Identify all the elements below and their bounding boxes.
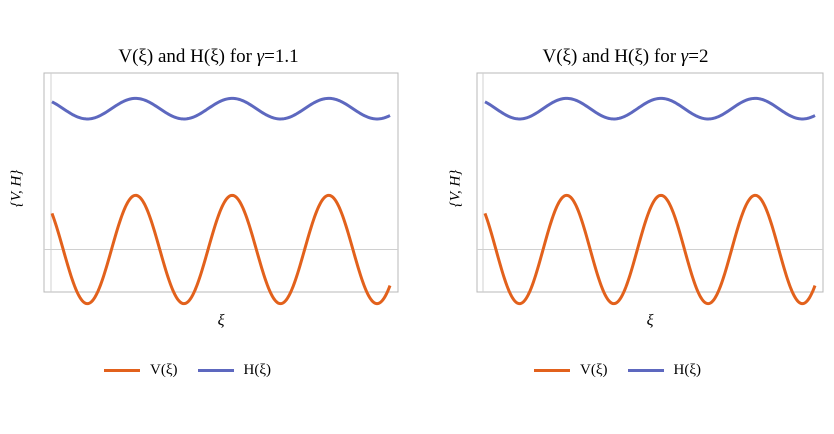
legend-label-h: H(ξ) xyxy=(673,361,702,378)
legend-item-v: V(ξ) xyxy=(104,362,178,379)
plot-frame xyxy=(43,72,399,293)
legend-label-h: H(ξ) xyxy=(243,361,272,378)
plot-frame xyxy=(476,72,824,293)
series-line-h xyxy=(51,96,391,121)
legend-label-v: V(ξ) xyxy=(580,361,608,378)
legend-label-v: V(ξ) xyxy=(150,361,178,378)
title-symbol: γ xyxy=(256,46,265,67)
legend-swatch-v xyxy=(534,368,570,372)
legend-item-h: H(ξ) xyxy=(627,361,702,379)
x-axis-label: ξ xyxy=(217,312,225,329)
legend: V(ξ) H(ξ) xyxy=(534,360,721,380)
chart-title: V(ξ) and H(ξ) for γ=1.1 xyxy=(0,46,417,68)
legend: V(ξ) H(ξ) xyxy=(104,360,291,380)
series-line-v xyxy=(50,193,392,306)
plot-area xyxy=(476,72,824,306)
legend-item-h: H(ξ) xyxy=(197,361,272,379)
legend-swatch-h xyxy=(197,368,234,372)
legend-swatch-h xyxy=(627,368,664,372)
plot-area xyxy=(43,72,399,306)
title-prefix: V(ξ) and H(ξ) for xyxy=(542,46,681,67)
title-suffix: =2 xyxy=(688,46,709,67)
chart-title: V(ξ) and H(ξ) for γ=2 xyxy=(417,46,834,68)
title-prefix: V(ξ) and H(ξ) for xyxy=(118,46,257,67)
chart-panel-left: V(ξ) and H(ξ) for γ=1.1 {V, H} ξ V(ξ) H(… xyxy=(0,46,417,380)
legend-swatch-v xyxy=(104,368,140,372)
series-line-v xyxy=(483,193,817,306)
legend-item-v: V(ξ) xyxy=(534,362,608,379)
chart-panel-right: V(ξ) and H(ξ) for γ=2 {V, H} ξ V(ξ) H(ξ) xyxy=(417,0,834,434)
title-suffix: =1.1 xyxy=(264,46,299,67)
x-axis-label: ξ xyxy=(646,312,654,329)
series-line-h xyxy=(484,96,816,121)
title-symbol: γ xyxy=(680,46,689,67)
